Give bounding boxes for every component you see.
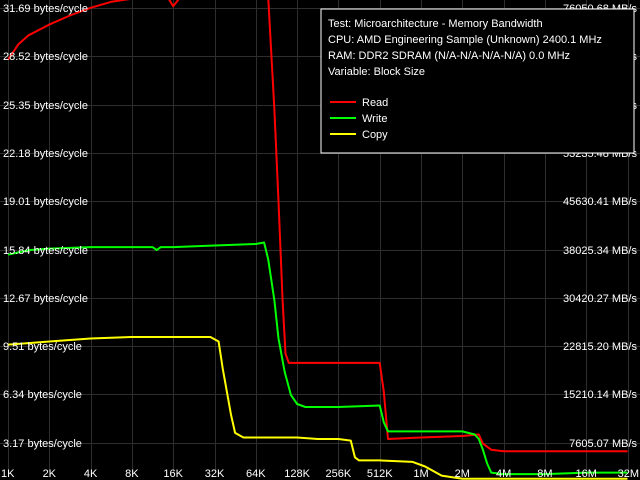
y-left-tick-label: 31.69 bytes/cycle bbox=[3, 3, 88, 15]
y-left-tick-label: 3.17 bytes/cycle bbox=[3, 438, 82, 450]
y-left-tick-label: 25.35 bytes/cycle bbox=[3, 100, 88, 112]
info-ram: RAM: DDR2 SDRAM (N/A-N/A-N/A-N/A) 0.0 MH… bbox=[328, 50, 570, 62]
x-tick-label: 16M bbox=[575, 468, 596, 480]
y-right-tick-label: 45630.41 MB/s bbox=[563, 196, 637, 208]
x-tick-label: 512K bbox=[367, 468, 393, 480]
x-tick-label: 32M bbox=[618, 468, 639, 480]
y-right-tick-label: 7605.07 MB/s bbox=[569, 438, 637, 450]
x-tick-label: 16K bbox=[163, 468, 183, 480]
x-tick-label: 128K bbox=[284, 468, 310, 480]
y-left-tick-label: 6.34 bytes/cycle bbox=[3, 389, 82, 401]
x-tick-label: 1K bbox=[1, 468, 15, 480]
info-test: Test: Microarchitecture - Memory Bandwid… bbox=[328, 18, 543, 30]
legend-copy-label: Copy bbox=[362, 129, 388, 141]
x-tick-label: 64K bbox=[246, 468, 266, 480]
series-line-read bbox=[7, 0, 628, 453]
y-left-tick-label: 12.67 bytes/cycle bbox=[3, 293, 88, 305]
info-box-frame bbox=[320, 8, 635, 154]
series-lines bbox=[7, 0, 628, 480]
x-tick-label: 8K bbox=[125, 468, 139, 480]
y-right-tick-label: 22815.20 MB/s bbox=[563, 341, 637, 353]
y-left-tick-label: 28.52 bytes/cycle bbox=[3, 51, 88, 63]
series-line-write bbox=[7, 241, 628, 476]
y-left-tick-label: 15.84 bytes/cycle bbox=[3, 245, 88, 257]
y-right-tick-label: 15210.14 MB/s bbox=[563, 389, 637, 401]
y-left-tick-label: 19.01 bytes/cycle bbox=[3, 196, 88, 208]
y-left-tick-label: 22.18 bytes/cycle bbox=[3, 148, 88, 160]
info-cpu: CPU: AMD Engineering Sample (Unknown) 24… bbox=[328, 34, 602, 46]
legend-read-label: Read bbox=[362, 97, 388, 109]
y-right-tick-label: 38025.34 MB/s bbox=[563, 245, 637, 257]
x-tick-label: 4K bbox=[84, 468, 98, 480]
x-tick-label: 32K bbox=[205, 468, 225, 480]
x-axis-ticks: 1K 2K 4K 8K 16K 32K 64K 128K 256K 512K 1M 2M 4M 8M 16M… bbox=[1, 468, 639, 480]
x-tick-label: 8M bbox=[537, 468, 552, 480]
series-line-copy bbox=[7, 336, 628, 480]
x-tick-label: 2K bbox=[43, 468, 57, 480]
y-right-tick-label: 30420.27 MB/s bbox=[563, 293, 637, 305]
info-box: Test: Microarchitecture - Memory Bandwid… bbox=[320, 8, 635, 154]
x-tick-label: 4M bbox=[496, 468, 511, 480]
y-left-tick-label: 9.51 bytes/cycle bbox=[3, 341, 82, 353]
legend-write-label: Write bbox=[362, 113, 387, 125]
x-tick-label: 1M bbox=[413, 468, 428, 480]
y-axis-left-ticks: 31.69 bytes/cycle 28.52 bytes/cycle 25.35 … bbox=[3, 3, 88, 450]
x-tick-label: 256K bbox=[326, 468, 352, 480]
info-variable: Variable: Block Size bbox=[328, 66, 425, 78]
x-tick-label: 2M bbox=[455, 468, 470, 480]
